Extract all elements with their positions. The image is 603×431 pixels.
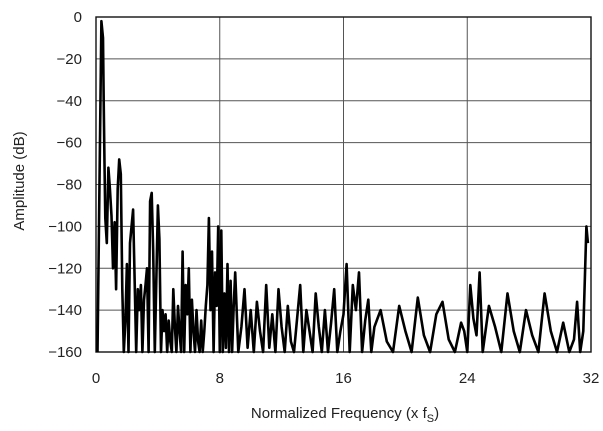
x-axis-title-main: Normalized Frequency (x f xyxy=(251,405,428,422)
spectrum-series-line xyxy=(96,19,590,354)
x-tick-labels: 0 8 16 24 32 xyxy=(92,370,600,387)
y-axis-title: Amplitude (dB) xyxy=(11,131,28,230)
y-tick-label: 0 xyxy=(74,9,82,26)
y-tick-labels: 0 −20 −40 −60 −80 −100 −120 −140 −160 xyxy=(48,9,82,361)
y-tick-label: −60 xyxy=(57,135,82,152)
y-tick-label: −160 xyxy=(48,344,82,361)
x-axis-title-close: ) xyxy=(434,405,439,422)
plot-frame xyxy=(95,16,592,353)
y-tick-label: −100 xyxy=(48,218,82,235)
y-tick-label: −20 xyxy=(57,51,82,68)
y-tick-label: −80 xyxy=(57,177,82,194)
x-tick-label: 32 xyxy=(583,370,600,387)
y-tick-label: −40 xyxy=(57,93,82,110)
x-axis-title: Normalized Frequency (x fS) xyxy=(251,405,439,425)
y-tick-label: −120 xyxy=(48,260,82,277)
y-tick-label: −140 xyxy=(48,302,82,319)
x-tick-label: 8 xyxy=(216,370,224,387)
x-tick-label: 24 xyxy=(459,370,476,387)
x-tick-label: 0 xyxy=(92,370,100,387)
x-axis-title-subscript: S xyxy=(427,413,434,425)
x-tick-label: 16 xyxy=(335,370,352,387)
